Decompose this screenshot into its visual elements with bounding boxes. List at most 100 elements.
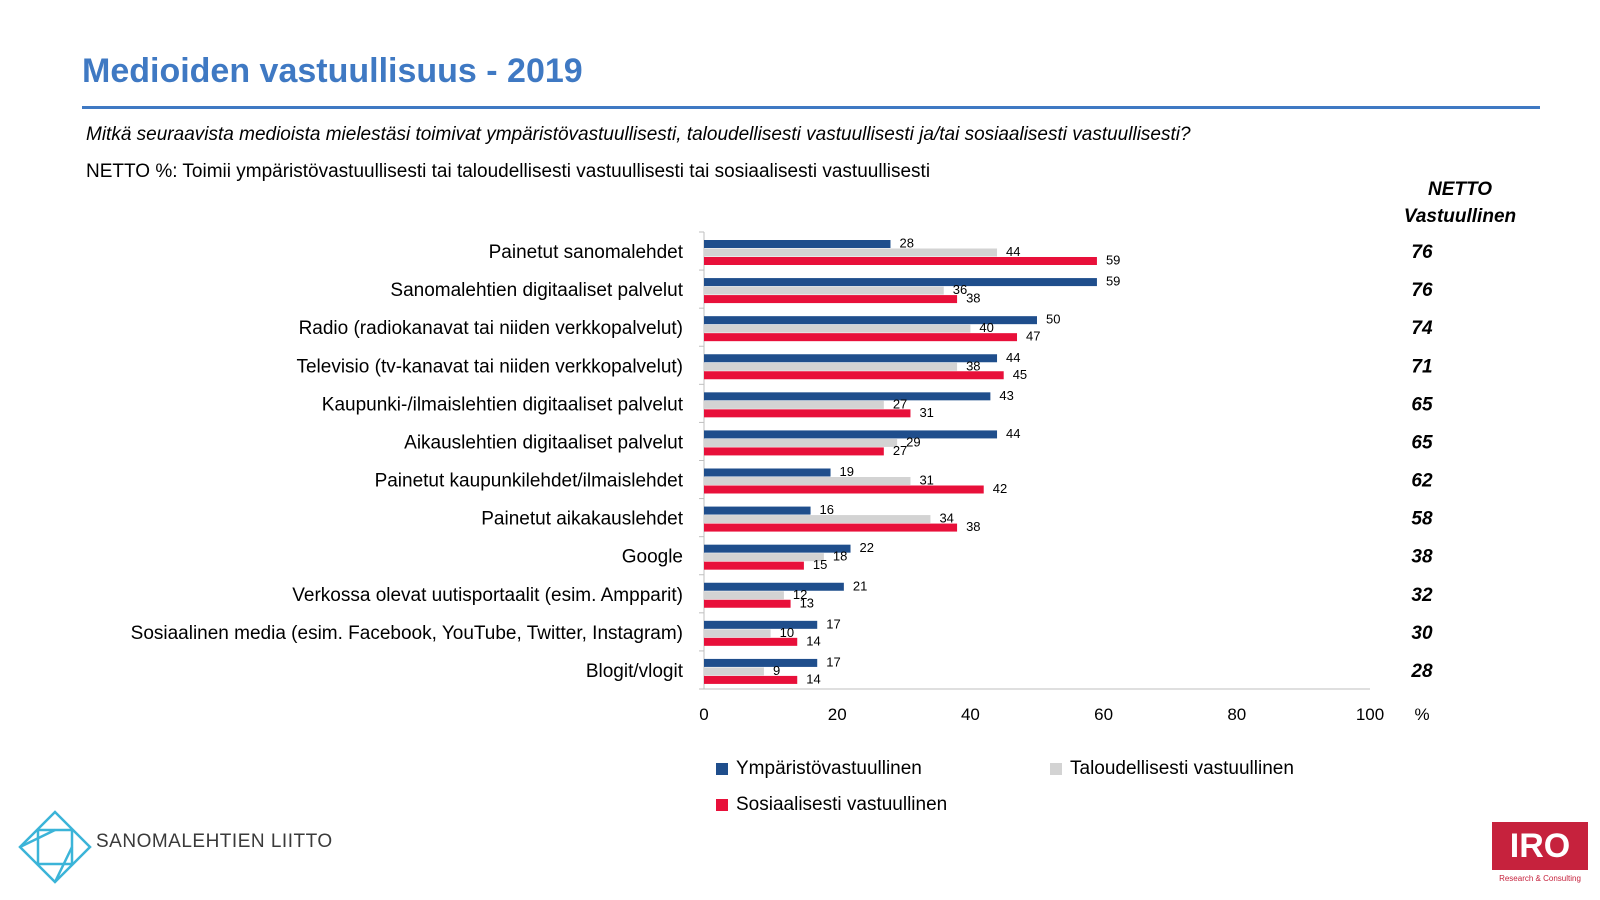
bar (704, 599, 791, 608)
data-label: 47 (1026, 329, 1040, 344)
x-tick-label: 0 (699, 705, 708, 724)
bar (704, 409, 911, 418)
data-label: 17 (826, 616, 840, 631)
bar (704, 286, 944, 295)
bar (704, 447, 884, 456)
data-label: 42 (993, 481, 1007, 496)
category-label: Aikauslehtien digitaaliset palvelut (404, 432, 684, 453)
category-label: Televisio (tv-kanavat tai niiden verkkop… (296, 356, 683, 377)
netto-value: 30 (1411, 623, 1433, 644)
netto-header-line1: NETTO (1427, 179, 1493, 200)
category-label: Verkossa olevat uutisportaalit (esim. Am… (292, 585, 683, 606)
data-label: 36 (953, 282, 967, 297)
netto-value: 76 (1411, 280, 1433, 301)
netto-value: 32 (1411, 585, 1433, 606)
bar (704, 295, 958, 304)
data-label: 19 (840, 464, 854, 479)
bar (704, 354, 998, 363)
legend-swatch-taloudellinen (1050, 763, 1062, 775)
category-label: Painetut aikakauslehdet (481, 509, 683, 530)
category-label: Kaupunki-/ilmaislehtien digitaaliset pal… (322, 394, 684, 415)
x-tick-label: 100 (1356, 705, 1384, 724)
bar (704, 400, 884, 409)
bar (704, 316, 1037, 325)
data-label: 28 (899, 236, 913, 251)
bar (704, 675, 798, 684)
bar (704, 278, 1097, 287)
netto-value: 62 (1411, 471, 1433, 492)
netto-value: 65 (1411, 394, 1433, 415)
data-label: 44 (1006, 426, 1020, 441)
bar (704, 468, 831, 477)
page-title: Medioiden vastuullisuus - 2019 (82, 52, 583, 90)
data-label: 21 (853, 578, 867, 593)
data-label: 9 (773, 663, 780, 678)
category-label: Sosiaalinen media (esim. Facebook, YouTu… (131, 623, 683, 644)
iro-logo: IRO (1492, 822, 1588, 870)
data-label: 34 (939, 511, 953, 526)
legend-item-taloudellinen: Taloudellisesti vastuullinen (1050, 758, 1294, 780)
bar (704, 430, 998, 439)
data-label: 14 (806, 633, 820, 648)
title-divider (82, 106, 1540, 109)
data-label: 17 (826, 654, 840, 669)
netto-value: 65 (1411, 432, 1433, 453)
category-label: Sanomalehtien digitaaliset palvelut (390, 280, 683, 301)
bar (704, 667, 764, 676)
data-label: 45 (1013, 367, 1027, 382)
netto-header-line2: Vastuullinen (1403, 206, 1517, 227)
data-label: 27 (893, 443, 907, 458)
bar (704, 362, 958, 371)
data-label: 38 (966, 358, 980, 373)
netto-value: 76 (1411, 242, 1433, 263)
x-tick-label: 60 (1094, 705, 1113, 724)
netto-value: 28 (1410, 661, 1433, 682)
data-label: 15 (813, 557, 827, 572)
data-label: 31 (919, 405, 933, 420)
x-tick-label: 40 (961, 705, 980, 724)
bar (704, 544, 851, 553)
data-label: 44 (1006, 350, 1020, 365)
legend-item-sosiaalinen: Sosiaalisesti vastuullinen (716, 794, 947, 816)
data-label: 40 (979, 320, 993, 335)
sanomalehtien-liitto-logo-icon (18, 810, 92, 884)
data-label: 22 (860, 540, 874, 555)
data-label: 59 (1106, 274, 1120, 289)
legend-label-sosiaalinen: Sosiaalisesti vastuullinen (736, 794, 948, 815)
bar (704, 257, 1097, 265)
bar (704, 248, 998, 257)
legend-swatch-sosiaalinen (716, 799, 728, 811)
bar (704, 582, 844, 591)
bar (704, 392, 991, 401)
category-label: Radio (radiokanavat tai niiden verkkopal… (299, 318, 683, 339)
data-label: 27 (893, 396, 907, 411)
data-label: 12 (793, 587, 807, 602)
legend-label-ymparisto: Ympäristövastuullinen (736, 758, 922, 779)
x-tick-label: 20 (828, 705, 847, 724)
data-label: 59 (1106, 253, 1120, 268)
data-label: 29 (906, 434, 920, 449)
legend-label-taloudellinen: Taloudellisesti vastuullinen (1070, 758, 1294, 779)
data-label: 18 (833, 549, 847, 564)
bar (704, 240, 891, 248)
chart-subtitle: NETTO %: Toimii ympäristövastuullisesti … (86, 161, 931, 182)
netto-column-header: NETTO Vastuullinen (1385, 176, 1535, 230)
netto-value: 58 (1411, 509, 1433, 530)
sanomalehtien-liitto-logo-text: SANOMALEHTIEN LIITTO (96, 831, 333, 852)
data-label: 38 (966, 291, 980, 306)
bar (704, 515, 931, 524)
category-label: Painetut kaupunkilehdet/ilmaislehdet (375, 471, 684, 492)
data-label: 13 (800, 595, 814, 610)
bar (704, 485, 984, 494)
data-label: 14 (806, 671, 820, 686)
bar (704, 438, 898, 447)
legend-swatch-ymparisto (716, 763, 728, 775)
data-label: 50 (1046, 312, 1060, 327)
bar (704, 561, 804, 570)
bar (704, 523, 958, 532)
data-label: 38 (966, 519, 980, 534)
iro-logo-subtitle: Research & Consulting (1499, 874, 1581, 883)
category-label: Blogit/vlogit (586, 661, 684, 682)
bar (704, 553, 824, 562)
x-unit-label: % (1414, 705, 1429, 724)
